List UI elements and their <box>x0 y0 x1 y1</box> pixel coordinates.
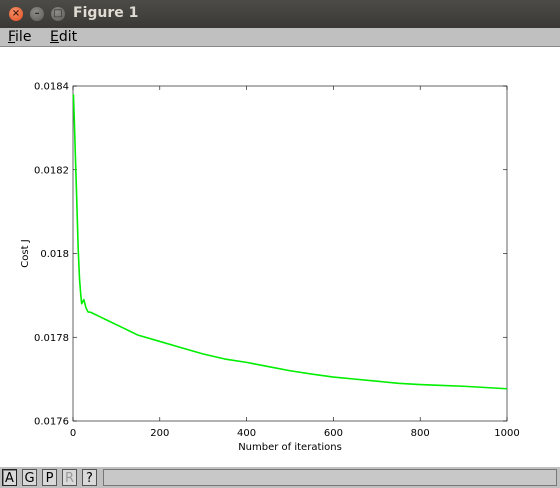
menu-edit-accelerator: E <box>50 29 59 45</box>
y-tick-label: 0.0182 <box>34 165 69 176</box>
rotate-button[interactable]: R <box>62 469 77 486</box>
pan-button[interactable]: P <box>42 469 57 486</box>
minimize-window-button[interactable]: – <box>30 7 44 21</box>
y-tick-label: 0.0176 <box>34 417 69 428</box>
menu-file[interactable]: File <box>8 28 31 46</box>
x-tick-label: 1000 <box>494 428 519 439</box>
close-icon: × <box>11 8 21 19</box>
x-tick-label: 600 <box>324 428 343 439</box>
menu-file-label: ile <box>15 29 32 45</box>
close-window-button[interactable]: × <box>9 7 23 21</box>
menu-edit[interactable]: Edit <box>50 28 77 46</box>
maximize-icon: □ <box>53 8 63 19</box>
window-title: Figure 1 <box>73 5 139 21</box>
menu-file-accelerator: F <box>8 29 16 45</box>
x-tick-label: 200 <box>150 428 169 439</box>
menu-bar: File Edit <box>0 28 560 47</box>
x-tick-label: 800 <box>411 428 430 439</box>
minimize-icon: – <box>34 8 40 19</box>
x-axis-label: Number of iterations <box>238 442 342 453</box>
status-field <box>103 469 557 486</box>
title-bar: × – □ Figure 1 <box>0 0 560 28</box>
autoscale-button[interactable]: A <box>2 469 17 486</box>
y-tick-label: 0.0184 <box>34 82 69 93</box>
y-tick-label: 0.0178 <box>34 333 69 344</box>
maximize-window-button[interactable]: □ <box>51 7 65 21</box>
grid-button[interactable]: G <box>22 469 37 486</box>
x-tick-label: 400 <box>237 428 256 439</box>
y-tick-label: 0.018 <box>40 249 69 260</box>
x-tick-label: 0 <box>70 428 76 439</box>
menu-edit-label: dit <box>58 29 78 45</box>
y-axis-label: Cost J <box>20 239 31 267</box>
help-button[interactable]: ? <box>82 469 97 486</box>
plot-canvas[interactable]: 0 200 400 600 800 1000 0.0176 0.0178 0.018 0.0182… <box>0 47 560 465</box>
cost-curve-line <box>72 94 508 390</box>
cost-chart: 0 200 400 600 800 1000 0.0176 0.0178 0.018 0.0182… <box>20 82 520 454</box>
bottom-toolbar: A G P R ? <box>0 467 560 488</box>
